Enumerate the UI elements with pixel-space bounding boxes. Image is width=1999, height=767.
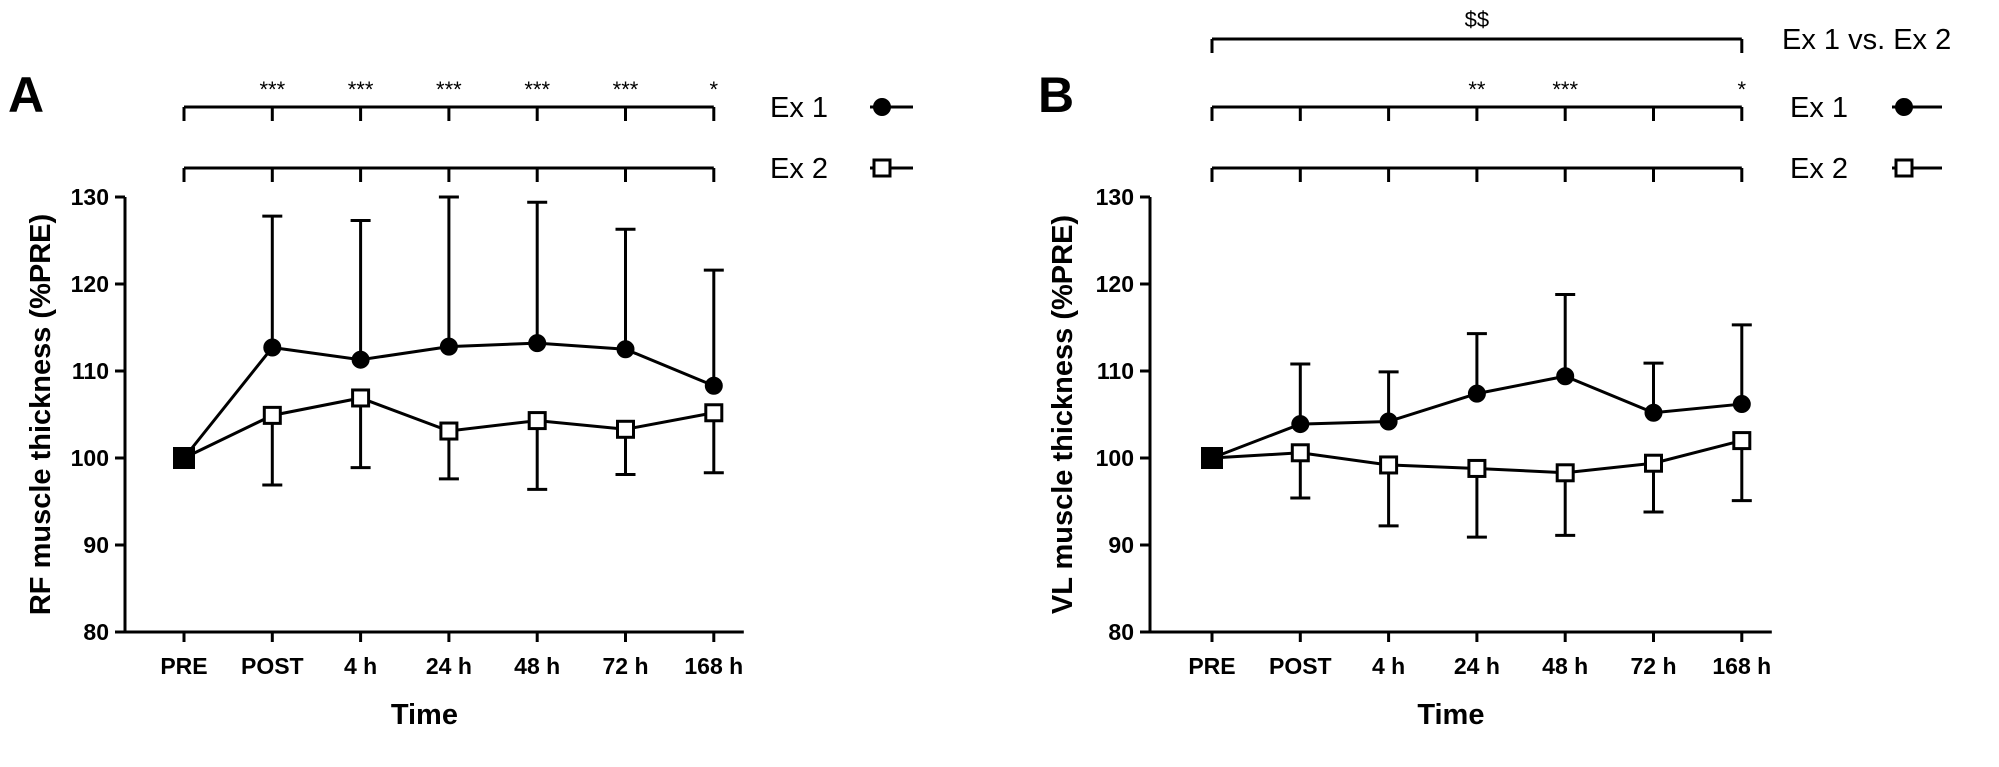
data-point bbox=[1644, 403, 1663, 422]
data-point bbox=[616, 419, 635, 439]
x-tick-label: POST bbox=[1269, 653, 1332, 679]
y-tick-label: 110 bbox=[72, 358, 109, 384]
data-point bbox=[439, 337, 458, 356]
series-2 bbox=[1211, 431, 1752, 483]
y-tick-label: 90 bbox=[1108, 532, 1134, 558]
data-point bbox=[616, 340, 635, 359]
y-tick-label: 100 bbox=[71, 445, 109, 471]
bracket-ex2 bbox=[1210, 166, 1744, 182]
legend-label: Ex 1 bbox=[1790, 92, 1848, 124]
error-bars-1 bbox=[262, 195, 724, 386]
data-point bbox=[1290, 443, 1310, 463]
x-tick-label: 168 h bbox=[1712, 653, 1771, 679]
legend-label: Ex 2 bbox=[770, 153, 828, 185]
sig-mark: *** bbox=[1552, 77, 1578, 102]
x-tick-label: PRE bbox=[160, 653, 207, 679]
legend-entry: Ex 1 bbox=[770, 92, 913, 124]
y-tick-label: 120 bbox=[71, 271, 109, 297]
x-axis-title: Time bbox=[391, 699, 458, 731]
sig-mark: *** bbox=[613, 77, 639, 102]
data-point bbox=[528, 334, 547, 353]
bracket-ex1: *** *** *** *** *** * bbox=[182, 77, 719, 121]
data-point bbox=[1379, 455, 1399, 475]
baseline-point bbox=[1201, 447, 1223, 469]
series-1 bbox=[1211, 367, 1751, 460]
legend-marker-circle bbox=[1895, 98, 1913, 116]
legend-entry: Ex 1 bbox=[1790, 92, 1942, 124]
data-point bbox=[704, 403, 724, 423]
legend-marker-circle bbox=[873, 98, 891, 116]
bracket-between: $$ bbox=[1210, 7, 1744, 53]
data-point bbox=[527, 411, 547, 431]
legend-label: Ex 1 bbox=[770, 92, 828, 124]
panel-b: B 80 90 100 110 120 130 PRE POST 4 h 24 h 48 h 72 h 1… bbox=[1038, 7, 1951, 731]
y-tick-label: 120 bbox=[1096, 271, 1134, 297]
legend-entry: Ex 2 bbox=[770, 153, 913, 185]
baseline-point bbox=[173, 447, 195, 469]
x-tick-label: 72 h bbox=[602, 653, 648, 679]
y-tick-label: 90 bbox=[83, 532, 109, 558]
data-point bbox=[1644, 453, 1663, 473]
sig-mark: *** bbox=[259, 77, 285, 102]
data-point bbox=[351, 350, 370, 369]
series-1 bbox=[182, 334, 723, 459]
legend-entry: Ex 2 bbox=[1790, 153, 1942, 185]
between-sig-mark: $$ bbox=[1465, 7, 1489, 32]
sig-mark: * bbox=[710, 77, 719, 102]
error-bars-2 bbox=[1290, 440, 1752, 539]
y-tick-label: 110 bbox=[1097, 358, 1134, 384]
legend-marker-square bbox=[1894, 158, 1914, 178]
panel-letter: A bbox=[8, 67, 44, 123]
sig-mark: ** bbox=[1468, 77, 1486, 102]
legend-marker-square bbox=[872, 158, 892, 178]
data-point bbox=[351, 388, 371, 408]
y-tick-label: 80 bbox=[83, 619, 109, 645]
error-bars-1 bbox=[1290, 292, 1752, 425]
legend-label: Ex 2 bbox=[1790, 153, 1848, 185]
data-point bbox=[439, 421, 459, 441]
x-tick-label: 72 h bbox=[1630, 653, 1676, 679]
panel-a: A 80 90 100 110 120 130 PRE POST 4 h 24 h 48 h 72 h 1… bbox=[8, 67, 913, 731]
data-point bbox=[1732, 395, 1751, 414]
bracket-ex1: ** *** * bbox=[1210, 77, 1747, 121]
data-point bbox=[704, 376, 723, 395]
x-axis-title: Time bbox=[1417, 699, 1484, 731]
x-tick-label: 4 h bbox=[1372, 653, 1405, 679]
y-axis-title: VL muscle thickness (%PRE) bbox=[1047, 215, 1079, 614]
sig-mark: * bbox=[1738, 77, 1747, 102]
bracket-ex2 bbox=[182, 166, 716, 182]
data-point bbox=[1379, 412, 1398, 431]
y-axis-title: RF muscle thickness (%PRE) bbox=[25, 214, 57, 615]
error-bars-2 bbox=[262, 397, 724, 491]
sig-mark: *** bbox=[436, 77, 462, 102]
sig-mark: *** bbox=[348, 77, 374, 102]
x-tick-label: POST bbox=[241, 653, 304, 679]
series-2 bbox=[183, 388, 724, 460]
data-point bbox=[1291, 415, 1310, 434]
y-tick-label: 80 bbox=[1108, 619, 1134, 645]
data-point bbox=[1467, 384, 1486, 403]
data-point bbox=[263, 338, 282, 357]
x-tick-label: 4 h bbox=[344, 653, 377, 679]
sig-mark: *** bbox=[524, 77, 550, 102]
y-tick-label: 130 bbox=[1096, 184, 1134, 210]
x-tick-label: 24 h bbox=[1454, 653, 1500, 679]
data-point bbox=[1556, 367, 1575, 386]
between-label: Ex 1 vs. Ex 2 bbox=[1782, 24, 1951, 56]
y-tick-label: 100 bbox=[1096, 445, 1134, 471]
x-tick-label: 24 h bbox=[426, 653, 472, 679]
data-point bbox=[262, 405, 282, 425]
y-tick-label: 130 bbox=[71, 184, 109, 210]
x-tick-label: 168 h bbox=[684, 653, 743, 679]
x-tick-label: 48 h bbox=[1542, 653, 1588, 679]
x-tick-label: PRE bbox=[1188, 653, 1235, 679]
data-point bbox=[1732, 431, 1752, 451]
x-tick-label: 48 h bbox=[514, 653, 560, 679]
data-point bbox=[1555, 463, 1575, 483]
panel-letter: B bbox=[1038, 67, 1074, 123]
data-point bbox=[1467, 458, 1487, 478]
